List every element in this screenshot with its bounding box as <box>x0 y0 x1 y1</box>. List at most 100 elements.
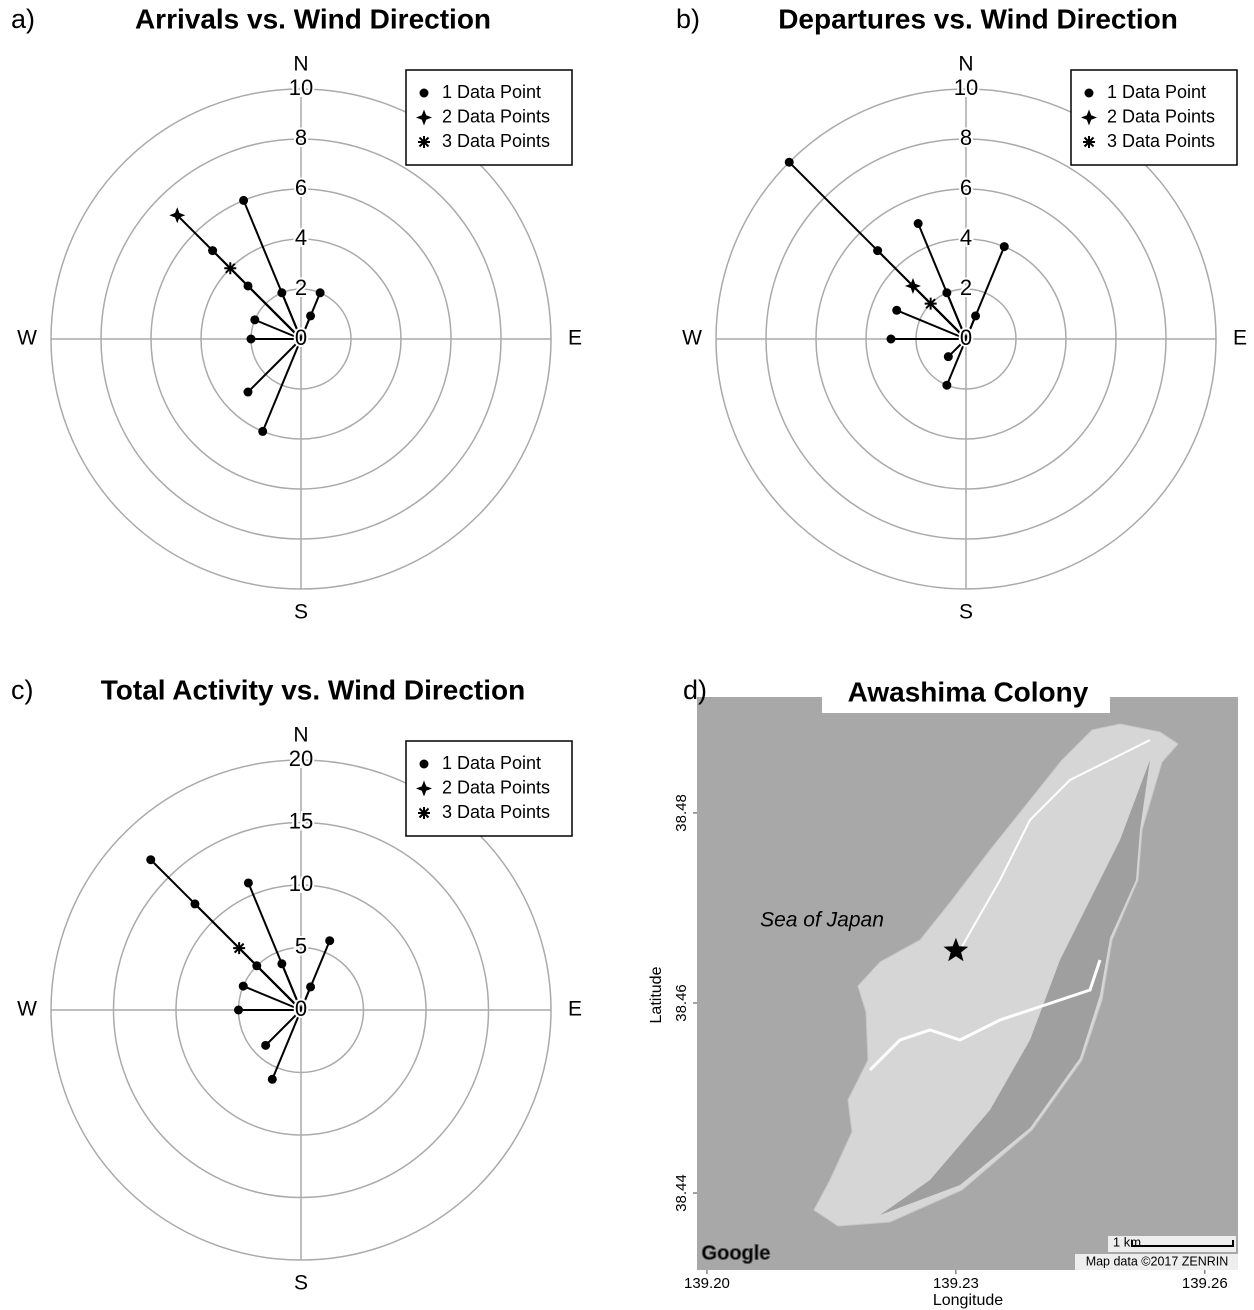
x-tick-label: 139.20 <box>684 1275 730 1292</box>
chart-title: Total Activity vs. Wind Direction <box>101 674 525 705</box>
x-tick-label: 139.23 <box>933 1275 979 1292</box>
data-point <box>325 936 334 945</box>
direction-label: S <box>959 601 973 624</box>
data-point <box>239 196 248 205</box>
r-tick-label: 4 <box>295 225 307 250</box>
r-tick-label: 10 <box>289 871 313 896</box>
legend-marker <box>418 136 430 148</box>
legend-marker <box>420 760 429 769</box>
data-point <box>247 335 256 344</box>
r-tick-label: 0 <box>960 325 972 350</box>
data-point <box>268 1075 277 1084</box>
r-tick-label: 8 <box>295 125 307 150</box>
direction-label: S <box>294 1272 308 1295</box>
legend-label: 1 Data Point <box>442 82 541 102</box>
data-point <box>306 982 315 991</box>
page: a) Arrivals vs. Wind Direction N E S W 0 2 4 6 8 10… <box>0 0 1254 1310</box>
r-tick-label: 2 <box>295 275 307 300</box>
legend-label: 2 Data Points <box>442 777 550 797</box>
data-point <box>942 288 951 297</box>
chart-title: Departures vs. Wind Direction <box>778 3 1178 34</box>
data-point <box>250 315 259 324</box>
data-point <box>277 959 286 968</box>
direction-label: E <box>568 998 582 1021</box>
direction-label: N <box>293 53 308 76</box>
map-background <box>697 680 1238 1271</box>
r-tick-label: 6 <box>295 175 307 200</box>
legend-marker <box>418 807 430 819</box>
data-point <box>971 311 980 320</box>
data-point <box>1000 242 1009 251</box>
data-point <box>252 961 261 970</box>
legend-label: 1 Data Point <box>442 753 541 773</box>
y-axis-label: Latitude <box>648 966 665 1023</box>
data-point <box>873 246 882 255</box>
scale-label: 1 km <box>1113 1234 1141 1249</box>
panel-label: d) <box>683 675 707 705</box>
y-tick-label: 38.46 <box>673 984 690 1022</box>
legend-label: 3 Data Points <box>442 802 550 822</box>
panel-label: b) <box>676 4 700 34</box>
ray <box>263 339 301 431</box>
data-point <box>892 306 901 315</box>
r-tick-label: 0 <box>295 325 307 350</box>
data-point <box>277 288 286 297</box>
legend-marker <box>1085 89 1094 98</box>
data-point <box>261 1041 270 1050</box>
data-point <box>208 246 217 255</box>
data-point <box>244 878 253 887</box>
legend-marker <box>1083 136 1095 148</box>
data-point <box>258 427 267 436</box>
direction-label: N <box>958 53 973 76</box>
legend-marker <box>420 89 429 98</box>
ray <box>248 286 301 339</box>
map-credit: Map data ©2017 ZENRIN <box>1086 1254 1229 1268</box>
y-tick-label: 38.48 <box>673 794 690 832</box>
r-tick-label: 10 <box>954 75 978 100</box>
data-point <box>190 899 199 908</box>
legend-label: 2 Data Points <box>442 106 550 126</box>
x-axis-label: Longitude <box>933 1292 1003 1309</box>
data-point <box>925 298 937 310</box>
chart-title: Arrivals vs. Wind Direction <box>135 3 491 34</box>
r-tick-label: 4 <box>960 225 972 250</box>
data-point <box>146 855 155 864</box>
data-point <box>243 388 252 397</box>
r-tick-label: 8 <box>960 125 972 150</box>
x-tick-label: 139.26 <box>1182 1275 1228 1292</box>
r-tick-label: 0 <box>295 996 307 1021</box>
legend-label: 3 Data Points <box>1107 131 1215 151</box>
google-logo: Google <box>702 1242 771 1264</box>
legend-label: 3 Data Points <box>442 131 550 151</box>
figure: a) Arrivals vs. Wind Direction N E S W 0 2 4 6 8 10… <box>0 0 1254 1310</box>
direction-label: N <box>293 724 308 747</box>
data-point <box>914 219 923 228</box>
r-tick-label: 6 <box>960 175 972 200</box>
r-tick-label: 10 <box>289 75 313 100</box>
data-point <box>243 281 252 290</box>
y-tick-label: 38.44 <box>673 1174 690 1212</box>
panel-label: c) <box>11 675 34 705</box>
title-gap <box>697 680 822 697</box>
data-point <box>233 942 245 954</box>
r-tick-label: 20 <box>289 746 313 771</box>
data-point <box>785 158 794 167</box>
data-point <box>224 262 236 274</box>
data-point <box>234 1006 243 1015</box>
direction-label: E <box>1233 327 1247 350</box>
direction-label: S <box>294 601 308 624</box>
data-point <box>306 311 315 320</box>
data-point <box>239 982 248 991</box>
data-point <box>944 352 953 361</box>
legend-label: 1 Data Point <box>1107 82 1206 102</box>
direction-label: E <box>568 327 582 350</box>
data-point <box>316 288 325 297</box>
sea-label: Sea of Japan <box>760 909 884 932</box>
r-tick-label: 2 <box>960 275 972 300</box>
direction-label: W <box>17 327 37 350</box>
chart-title: Awashima Colony <box>848 676 1089 707</box>
r-tick-label: 5 <box>295 933 307 958</box>
panel-label: a) <box>11 4 35 34</box>
legend-label: 2 Data Points <box>1107 106 1215 126</box>
ray <box>248 339 301 392</box>
